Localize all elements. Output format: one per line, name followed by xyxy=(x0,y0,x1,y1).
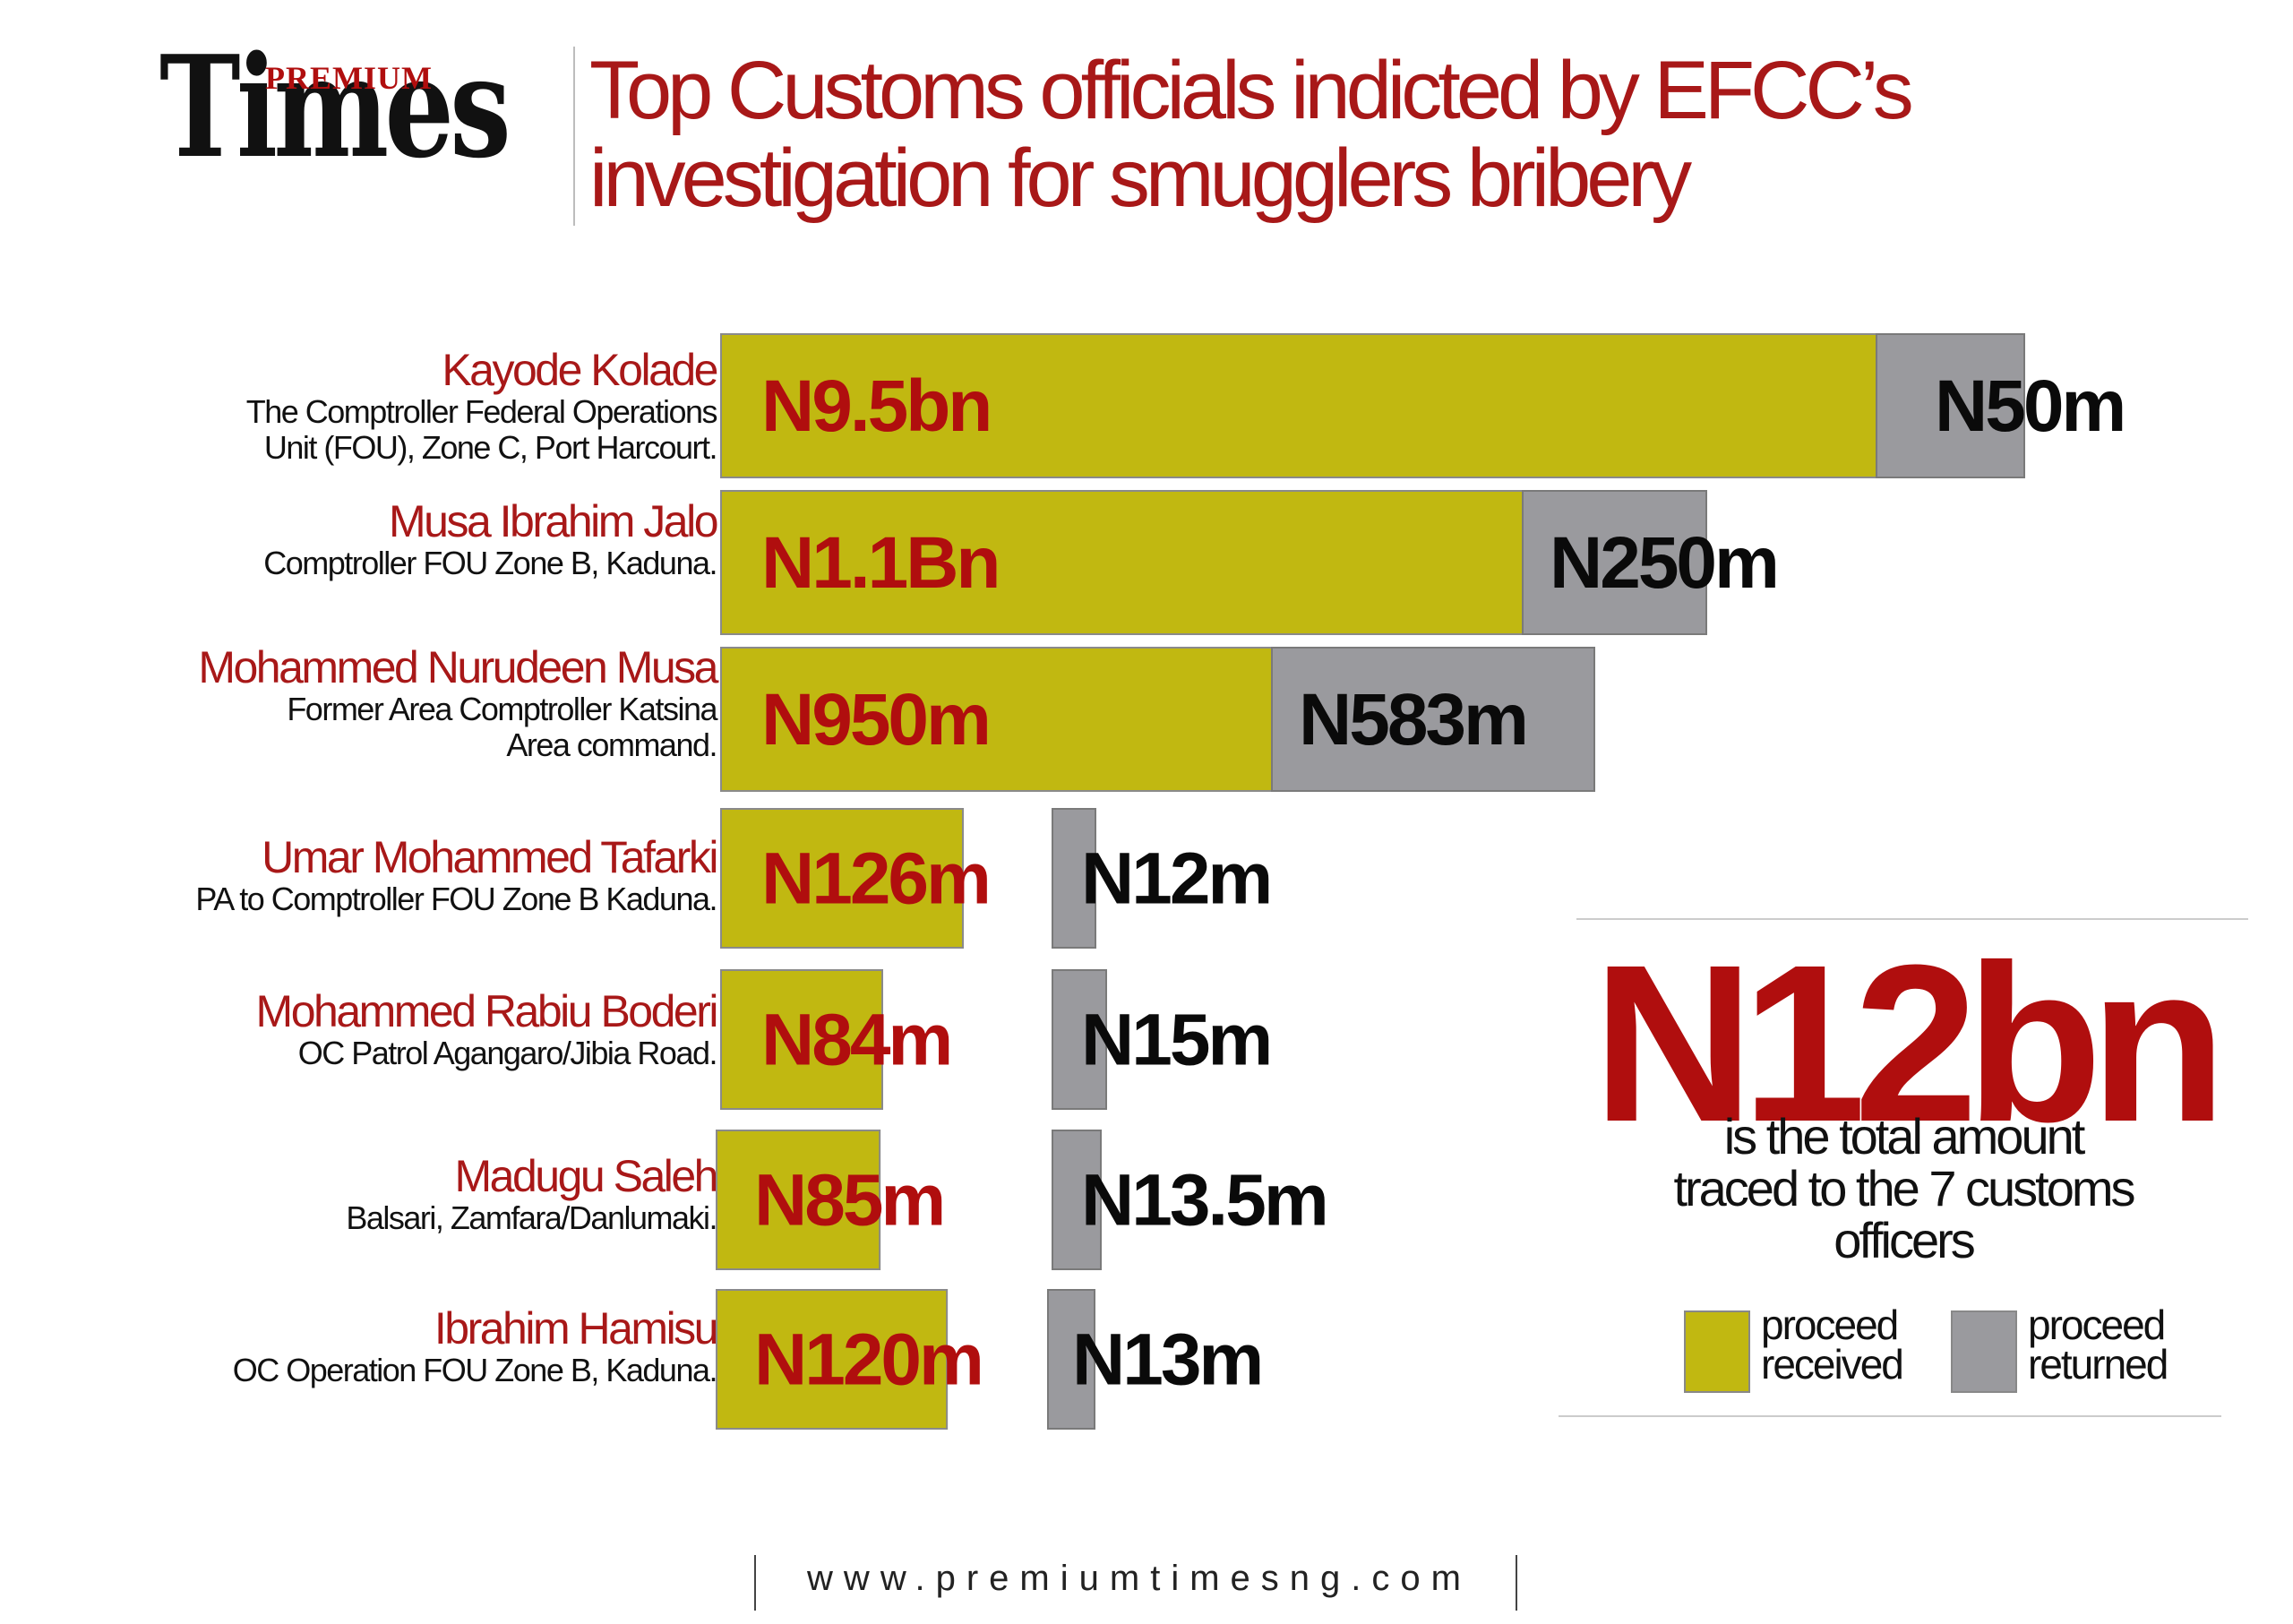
bar-returned xyxy=(1047,1289,1095,1430)
value-label-received: N9.5bn xyxy=(761,365,990,447)
value-label-received: N120m xyxy=(754,1319,982,1401)
bar-received xyxy=(720,647,1273,792)
official-name: Ibrahim Hamisu xyxy=(434,1303,719,1353)
row-label-6: Madugu Saleh Balsari, Zamfara/Danlumaki. xyxy=(346,1151,719,1236)
value-label-received: N126m xyxy=(761,838,989,920)
bar-received xyxy=(720,969,883,1110)
value-label-returned: N13m xyxy=(1072,1319,1261,1401)
title-line-1: Top Customs officials indicted by EFCC’s xyxy=(589,45,1914,136)
value-label-received: N84m xyxy=(761,1000,950,1081)
bar-received xyxy=(716,1130,881,1270)
official-role: Area command. xyxy=(506,726,717,763)
legend-label-received: proceed received xyxy=(1761,1302,1904,1388)
bar-returned xyxy=(1876,333,2025,478)
official-name: Umar Mohammed Tafarki xyxy=(262,832,718,882)
footer-url[interactable]: www.premiumtimesng.com xyxy=(807,1559,1472,1598)
total-amount: N12bn xyxy=(1592,918,2227,1168)
value-label-returned: N15m xyxy=(1081,1000,1270,1081)
value-label-returned: N583m xyxy=(1299,679,1526,760)
header-divider xyxy=(573,47,575,226)
total-callout: N12bn is the total amount traced to the … xyxy=(1559,918,2248,1420)
legend-label-returned: proceed returned xyxy=(2028,1302,2168,1388)
bar-received xyxy=(720,333,1877,478)
logo-times-wordmark: Times xyxy=(159,25,511,189)
row-label-4: Umar Mohammed Tafarki PA to Comptroller … xyxy=(195,832,718,917)
footer: www.premiumtimesng.com xyxy=(754,1555,1524,1611)
value-label-received: N1.1Bn xyxy=(761,522,999,604)
legend-swatch-received xyxy=(1684,1310,1750,1393)
value-label-received: N85m xyxy=(754,1160,943,1242)
row-label-1: Kayode Kolade The Comptroller Federal Op… xyxy=(245,345,719,466)
official-role: OC Operation FOU Zone B, Kaduna. xyxy=(232,1352,718,1388)
logo-premium-wordmark: PREMIUM xyxy=(265,60,433,96)
total-caption-line: officers xyxy=(1834,1212,1975,1268)
title-line-2: investigation for smugglers bribery xyxy=(589,133,1692,224)
value-label-returned: N12m xyxy=(1081,838,1270,920)
bar-returned xyxy=(1052,808,1096,949)
value-label-received: N950m xyxy=(761,679,989,760)
bar-received xyxy=(716,1289,949,1430)
page-title: Top Customs officials indicted by EFCC’s… xyxy=(589,47,2273,222)
official-role: PA to Comptroller FOU Zone B Kaduna. xyxy=(195,881,717,917)
legend-swatch-returned xyxy=(1951,1310,2017,1393)
bar-returned xyxy=(1522,490,1707,635)
total-caption: is the total amount traced to the 7 cust… xyxy=(1559,1111,2248,1267)
legend-item-received: proceed received xyxy=(1684,1302,1953,1393)
official-name: Mohammed Nurudeen Musa xyxy=(198,642,718,692)
value-label-returned: N13.5m xyxy=(1081,1160,1327,1242)
bar-received xyxy=(720,808,964,949)
bar-received xyxy=(720,490,1524,635)
value-label-returned: N50m xyxy=(1935,365,2124,447)
bar-returned xyxy=(1052,969,1107,1110)
official-role: Balsari, Zamfara/Danlumaki. xyxy=(346,1199,717,1236)
total-caption-line: is the total amount xyxy=(1723,1108,2086,1164)
official-role: Former Area Comptroller Katsina xyxy=(287,691,717,727)
bar-returned xyxy=(1271,647,1595,792)
official-role: Unit (FOU), Zone C, Port Harcourt. xyxy=(263,429,718,466)
legend-item-returned: proceed returned xyxy=(1951,1302,2220,1393)
official-role: Comptroller FOU Zone B, Kaduna. xyxy=(263,545,717,581)
row-label-5: Mohammed Rabiu Boderi OC Patrol Agangaro… xyxy=(255,986,719,1071)
official-role: The Comptroller Federal Operations xyxy=(245,393,718,430)
official-name: Madugu Saleh xyxy=(454,1151,719,1201)
total-caption-line: traced to the 7 customs xyxy=(1673,1160,2135,1216)
premium-times-logo: Times PREMIUM xyxy=(159,38,554,197)
official-name: Musa Ibrahim Jalo xyxy=(389,496,718,546)
callout-divider-bottom xyxy=(1559,1415,2221,1417)
row-label-2: Musa Ibrahim Jalo Comptroller FOU Zone B… xyxy=(263,496,718,581)
callout-divider-top xyxy=(1576,918,2248,920)
bar-returned xyxy=(1052,1130,1102,1270)
row-label-3: Mohammed Nurudeen Musa Former Area Compt… xyxy=(198,642,718,763)
value-label-returned: N250m xyxy=(1550,522,1777,604)
official-name: Kayode Kolade xyxy=(442,345,718,395)
footer-divider-right xyxy=(1516,1555,1517,1611)
official-role: OC Patrol Agangaro/Jibia Road. xyxy=(297,1035,718,1071)
row-label-7: Ibrahim Hamisu OC Operation FOU Zone B, … xyxy=(232,1303,719,1388)
footer-divider-left xyxy=(754,1555,756,1611)
official-name: Mohammed Rabiu Boderi xyxy=(255,986,719,1036)
